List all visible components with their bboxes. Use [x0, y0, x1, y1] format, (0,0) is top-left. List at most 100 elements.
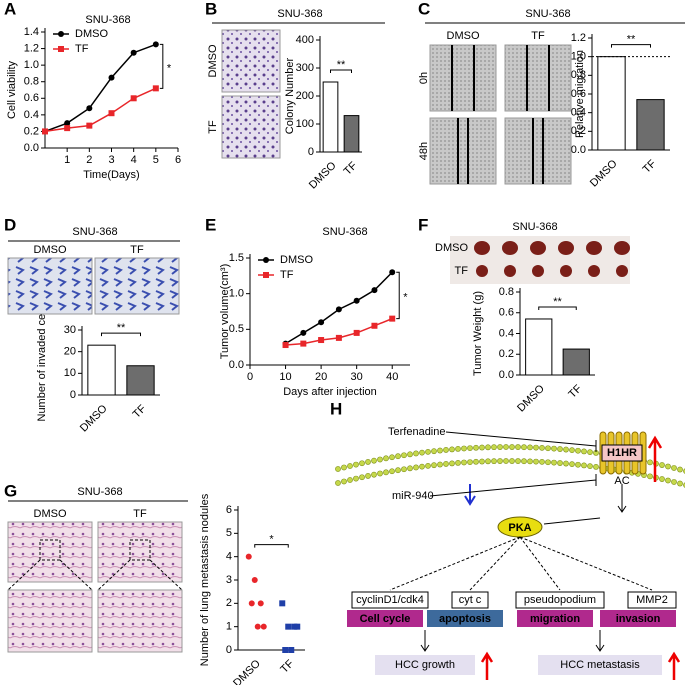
tumor	[476, 265, 488, 277]
column-label: DMSO	[34, 244, 67, 256]
tumor	[616, 265, 628, 277]
membrane-lipid	[401, 466, 407, 473]
colony-image	[221, 29, 281, 93]
membrane-lipid	[401, 452, 407, 459]
dashed-link	[519, 536, 653, 591]
y-tick-label: 3	[226, 574, 232, 586]
membrane-lipid	[341, 464, 347, 471]
point	[86, 105, 93, 112]
up-arrow	[647, 435, 663, 482]
membrane-lipid	[659, 476, 665, 482]
sig-bracket	[538, 306, 577, 310]
chart-title: SNU-368	[77, 486, 122, 498]
membrane-lipid	[425, 448, 431, 455]
membrane-lipid	[335, 480, 341, 486]
y-axis-label: Tumor volume(cm³)	[219, 264, 231, 360]
panel-label: H	[330, 399, 342, 418]
membrane-lipid	[395, 467, 401, 474]
x-tick-label: DMSO	[515, 382, 547, 414]
y-axis-label: Number of invaded cells	[36, 303, 48, 422]
x-tick-label: TF	[566, 383, 584, 401]
panel-label: B	[205, 0, 217, 18]
membrane-lipid	[539, 458, 545, 465]
point	[279, 600, 286, 607]
panel-label: D	[4, 215, 16, 234]
x-tick-label: DMSO	[307, 159, 339, 191]
membrane-lipid	[587, 449, 593, 456]
legend-marker	[263, 272, 269, 278]
point	[257, 600, 264, 607]
lung-image	[97, 521, 183, 583]
target-label: cyclinD1/cdk4	[356, 594, 424, 606]
membrane-lipid	[407, 451, 413, 458]
membrane-lipid	[533, 458, 539, 465]
tumor	[532, 265, 544, 277]
sig-bracket	[396, 271, 400, 320]
lung-zoom-image	[97, 589, 183, 653]
legend-label: DMSO	[75, 28, 108, 40]
point	[282, 342, 289, 349]
point	[389, 269, 396, 276]
series-line	[44, 87, 157, 133]
x-tick-label: TF	[131, 403, 149, 421]
zoom-box	[129, 539, 151, 561]
y-tick-label: 1.0	[571, 51, 586, 63]
membrane-lipid	[461, 445, 467, 452]
membrane-lipid	[431, 462, 437, 469]
membrane-lipid	[455, 446, 461, 452]
membrane-lipid	[467, 445, 473, 451]
wound-image	[504, 44, 572, 112]
panel-label: C	[418, 0, 430, 18]
y-tick-label: 0.8	[571, 69, 586, 81]
bar	[126, 365, 155, 396]
sig-label: **	[553, 296, 562, 308]
membrane-lipid	[677, 466, 683, 473]
legend-marker	[263, 257, 269, 263]
membrane-lipid	[563, 460, 569, 467]
bar	[562, 348, 590, 376]
invasion-image	[94, 257, 180, 315]
x-tick-label: 6	[175, 154, 181, 166]
membrane-lipid	[365, 459, 371, 465]
y-tick-label: 1.0	[24, 59, 39, 71]
x-tick-label: TF	[641, 158, 659, 176]
panel-label: E	[205, 215, 216, 234]
inhibit	[429, 474, 597, 497]
x-tick-label: 3	[108, 154, 114, 166]
y-tick-label: 1.4	[24, 26, 39, 38]
x-tick-label: DMSO	[588, 157, 620, 189]
membrane-lipid	[569, 461, 575, 468]
y-tick-label: 2	[226, 597, 232, 609]
target-label: pseudopodium	[524, 594, 596, 606]
membrane-lipid	[419, 449, 425, 456]
chart-title: SNU-368	[525, 8, 570, 20]
membrane-lipid	[377, 470, 383, 477]
y-tick-label: 0	[226, 644, 232, 656]
y-axis-label: Number of lung metastasis nodules	[199, 493, 211, 666]
wound-image	[429, 44, 497, 112]
point	[335, 334, 342, 341]
point	[294, 623, 301, 630]
membrane-lipid	[359, 460, 365, 467]
y-tick-label: 6	[226, 504, 232, 516]
tumor	[614, 241, 630, 255]
point	[251, 577, 258, 583]
tumor	[588, 265, 600, 277]
membrane-lipid	[593, 463, 599, 470]
process-label: invasion	[616, 613, 661, 625]
arrow	[617, 484, 627, 513]
membrane-lipid	[509, 444, 515, 450]
membrane-lipid	[545, 445, 551, 452]
membrane-lipid	[665, 463, 671, 470]
y-tick-label: 0.2	[24, 125, 39, 137]
row-label: TF	[207, 120, 219, 134]
membrane-lipid	[407, 465, 413, 472]
y-tick-label: 30	[64, 324, 76, 336]
point	[300, 340, 307, 347]
y-axis-label: Colony Number	[284, 57, 296, 134]
membrane-lipid	[383, 455, 389, 462]
membrane-lipid	[659, 462, 665, 468]
membrane-lipid	[425, 462, 431, 469]
membrane-lipid	[455, 460, 461, 466]
x-tick-label: 30	[351, 371, 363, 383]
